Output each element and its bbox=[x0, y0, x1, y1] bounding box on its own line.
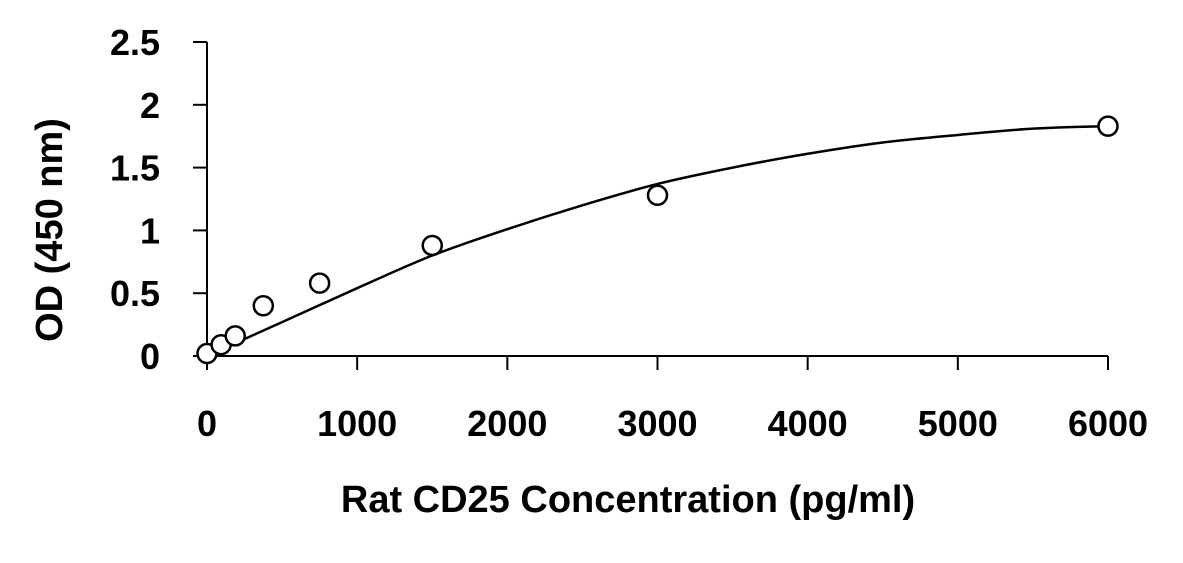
tick-labels-layer: 0 0.5 1 1.5 2 2.5 0 1000 2000 3000 4000 5000 6000 bbox=[110, 22, 1148, 444]
data-point bbox=[646, 184, 669, 206]
x-tick-label: 2000 bbox=[467, 403, 547, 444]
x-tick-label: 1000 bbox=[317, 403, 397, 444]
x-tick-label: 3000 bbox=[617, 403, 697, 444]
y-tick-label: 0 bbox=[140, 336, 160, 377]
y-tick-label: 2 bbox=[140, 85, 160, 126]
x-tick-label: 0 bbox=[197, 403, 217, 444]
data-point bbox=[252, 295, 275, 317]
y-tick-label: 2.5 bbox=[110, 22, 160, 63]
y-axis-title: OD (450 nm) bbox=[29, 118, 71, 342]
y-tick-label: 1 bbox=[140, 210, 160, 251]
x-tick-label: 6000 bbox=[1068, 403, 1148, 444]
data-point bbox=[421, 234, 443, 257]
x-axis-title: Rat CD25 Concentration (pg/ml) bbox=[341, 479, 915, 521]
data-point bbox=[224, 325, 246, 347]
x-tick-label: 4000 bbox=[768, 403, 848, 444]
fit-curve bbox=[206, 124, 1109, 358]
x-tick-label: 5000 bbox=[918, 403, 998, 444]
data-point bbox=[1097, 115, 1119, 137]
data-point bbox=[308, 272, 331, 294]
data-points-layer bbox=[196, 115, 1119, 365]
y-tick-label: 1.5 bbox=[110, 148, 160, 189]
y-tick-label: 0.5 bbox=[110, 273, 160, 314]
fit-curve-layer bbox=[206, 124, 1109, 358]
axes bbox=[193, 41, 1109, 370]
